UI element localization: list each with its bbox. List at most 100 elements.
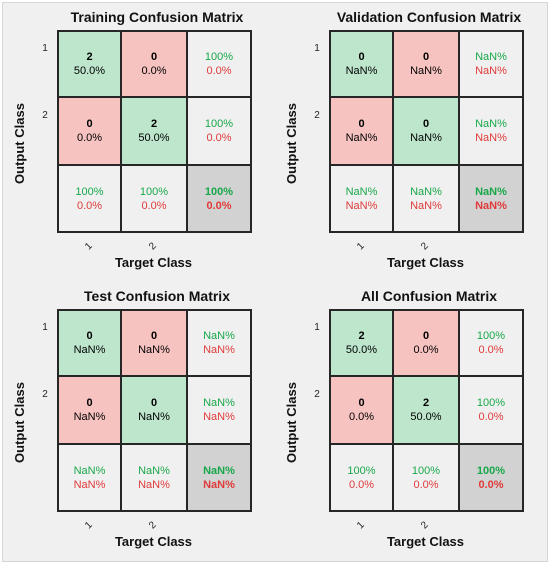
column-summary-cell: NaN% NaN% bbox=[393, 165, 459, 232]
y-axis-label: Output Class bbox=[11, 43, 27, 243]
summary-correct-rate: NaN% bbox=[203, 330, 235, 342]
summary-error-rate: NaN% bbox=[73, 478, 106, 491]
x-tick-label: 1 bbox=[354, 519, 367, 532]
summary-correct-rate: 100% bbox=[476, 330, 506, 342]
cell-percentage: NaN% bbox=[73, 411, 106, 423]
row-summary-cell: NaN% NaN% bbox=[459, 31, 523, 97]
summary-error-rate: NaN% bbox=[203, 344, 235, 356]
y-tick-label: 2 bbox=[42, 389, 48, 400]
x-axis-label: Target Class bbox=[386, 255, 465, 270]
summary-correct-rate: 100% bbox=[75, 185, 104, 198]
overall-error: 0.0% bbox=[206, 199, 232, 212]
summary-error-rate: NaN% bbox=[138, 478, 170, 491]
matrix-cell: 2 50.0% bbox=[330, 310, 393, 376]
matrix-grid: 0 NaN% 0 NaN% NaN% NaN% 0 NaN% 0 NaN% NaN% NaN% NaN%… bbox=[329, 30, 524, 233]
overall-accuracy: 100% bbox=[476, 464, 506, 477]
panel-title: Validation Confusion Matrix bbox=[336, 9, 522, 25]
x-tick-label: 1 bbox=[354, 240, 367, 253]
panel-title: Test Confusion Matrix bbox=[84, 288, 230, 304]
y-tick-label: 2 bbox=[314, 389, 320, 400]
cell-percentage: NaN% bbox=[73, 344, 106, 356]
overall-summary-cell: 100% 0.0% bbox=[459, 444, 523, 511]
cell-count: 0 bbox=[86, 118, 93, 130]
row-summary-cell: NaN% NaN% bbox=[187, 310, 251, 376]
cell-percentage: 0.0% bbox=[76, 132, 103, 144]
cell-count: 0 bbox=[358, 118, 365, 130]
x-tick-label: 2 bbox=[147, 519, 159, 532]
cell-count: 0 bbox=[422, 51, 430, 63]
column-summary-cell: 100% 0.0% bbox=[58, 165, 121, 232]
y-axis-label-text: Output Class bbox=[283, 102, 299, 184]
summary-error-rate: 0.0% bbox=[413, 478, 439, 491]
column-summary-cell: NaN% NaN% bbox=[330, 165, 393, 232]
cell-count: 0 bbox=[150, 397, 158, 409]
cell-percentage: 0.0% bbox=[348, 411, 375, 423]
matrix-cell: 0 NaN% bbox=[330, 31, 393, 97]
matrix-grid: 2 50.0% 0 0.0% 100% 0.0% 0 0.0% 2 50.0% 100% 0.0% 10… bbox=[57, 30, 252, 233]
matrix-cell: 0 NaN% bbox=[393, 31, 459, 97]
summary-correct-rate: NaN% bbox=[475, 51, 507, 63]
y-tick-label: 1 bbox=[42, 43, 48, 54]
summary-correct-rate: NaN% bbox=[203, 397, 235, 409]
summary-correct-rate: 100% bbox=[204, 118, 234, 130]
cell-count: 2 bbox=[358, 330, 365, 342]
x-axis-label: Target Class bbox=[386, 534, 465, 549]
panel-title: All Confusion Matrix bbox=[360, 288, 498, 304]
cell-percentage: NaN% bbox=[410, 132, 442, 144]
matrix-cell: 0 NaN% bbox=[121, 376, 187, 444]
overall-summary-cell: 100% 0.0% bbox=[187, 165, 251, 232]
summary-correct-rate: NaN% bbox=[345, 185, 378, 198]
matrix-cell: 0 0.0% bbox=[58, 97, 121, 165]
summary-error-rate: 0.0% bbox=[348, 478, 375, 491]
cell-percentage: NaN% bbox=[345, 65, 378, 77]
row-summary-cell: 100% 0.0% bbox=[459, 310, 523, 376]
x-tick-label: 2 bbox=[419, 519, 431, 532]
panel-title: Training Confusion Matrix bbox=[70, 9, 244, 25]
x-tick-label: 2 bbox=[147, 240, 159, 253]
summary-error-rate: 0.0% bbox=[478, 411, 504, 423]
confusion-matrix-panel: Training Confusion Matrix Output Class 2 50… bbox=[3, 3, 275, 282]
row-summary-cell: NaN% NaN% bbox=[459, 97, 523, 165]
matrix-grid: 0 NaN% 0 NaN% NaN% NaN% 0 NaN% 0 NaN% NaN% NaN% NaN%… bbox=[57, 309, 252, 512]
cell-percentage: 0.0% bbox=[413, 344, 439, 356]
matrix-grid: 2 50.0% 0 0.0% 100% 0.0% 0 0.0% 2 50.0% 100% 0.0% 10… bbox=[329, 309, 524, 512]
summary-correct-rate: NaN% bbox=[410, 185, 442, 198]
cell-percentage: NaN% bbox=[138, 411, 170, 423]
y-axis-label: Output Class bbox=[283, 43, 299, 243]
cell-percentage: NaN% bbox=[345, 132, 378, 144]
overall-accuracy: 100% bbox=[204, 185, 234, 198]
summary-error-rate: NaN% bbox=[203, 411, 235, 423]
overall-accuracy: NaN% bbox=[203, 464, 235, 477]
cell-percentage: 50.0% bbox=[73, 65, 106, 77]
cell-count: 0 bbox=[358, 51, 365, 63]
cell-percentage: 50.0% bbox=[410, 411, 442, 423]
summary-error-rate: 0.0% bbox=[141, 199, 167, 212]
summary-correct-rate: 100% bbox=[411, 464, 441, 477]
cell-percentage: 0.0% bbox=[141, 65, 167, 77]
cell-count: 0 bbox=[86, 330, 93, 342]
row-summary-cell: 100% 0.0% bbox=[187, 97, 251, 165]
matrix-cell: 0 NaN% bbox=[393, 97, 459, 165]
confusion-matrix-panel: Test Confusion Matrix Output Class 0 NaN% 0 N… bbox=[3, 282, 275, 561]
summary-error-rate: 0.0% bbox=[478, 344, 504, 356]
column-summary-cell: 100% 0.0% bbox=[330, 444, 393, 511]
summary-correct-rate: 100% bbox=[476, 397, 506, 409]
column-summary-cell: 100% 0.0% bbox=[393, 444, 459, 511]
matrix-cell: 0 NaN% bbox=[121, 310, 187, 376]
matrix-cell: 2 50.0% bbox=[393, 376, 459, 444]
cell-count: 2 bbox=[86, 51, 93, 63]
summary-error-rate: NaN% bbox=[475, 65, 507, 77]
overall-error: NaN% bbox=[203, 478, 235, 491]
confusion-matrix-panel: All Confusion Matrix Output Class 2 50.0% 0 0… bbox=[275, 282, 547, 561]
row-summary-cell: NaN% NaN% bbox=[187, 376, 251, 444]
matrix-cell: 0 0.0% bbox=[330, 376, 393, 444]
matrix-cell: 2 50.0% bbox=[121, 97, 187, 165]
summary-error-rate: NaN% bbox=[345, 199, 378, 212]
row-summary-cell: 100% 0.0% bbox=[187, 31, 251, 97]
cell-count: 0 bbox=[422, 330, 430, 342]
y-axis-label-text: Output Class bbox=[283, 381, 299, 463]
y-tick-label: 2 bbox=[42, 110, 48, 121]
x-tick-label: 2 bbox=[419, 240, 431, 253]
cell-percentage: 50.0% bbox=[138, 132, 170, 144]
x-axis-label: Target Class bbox=[114, 255, 193, 270]
